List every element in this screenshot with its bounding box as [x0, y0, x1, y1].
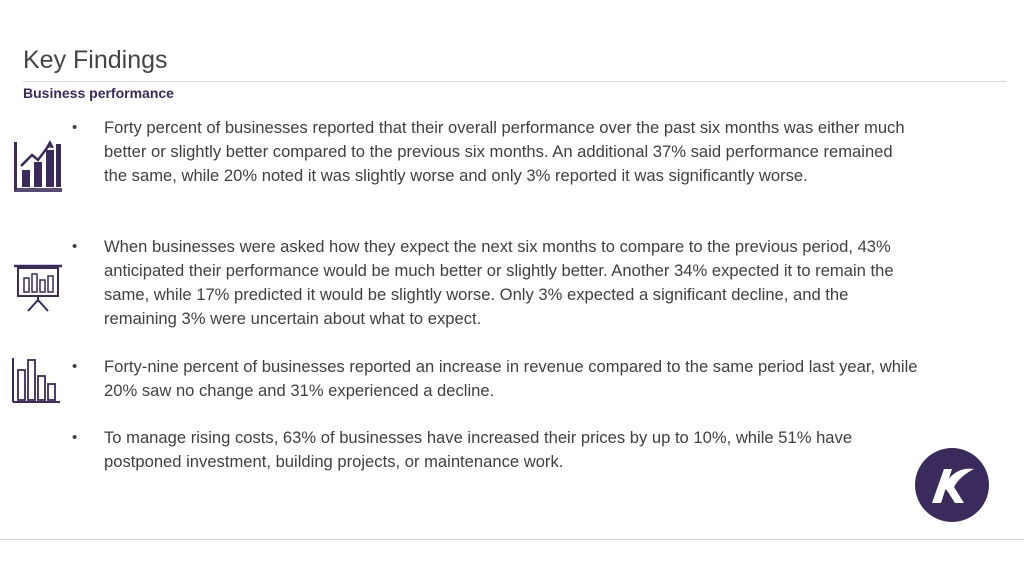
bullet-marker: • — [72, 119, 78, 136]
finding-text: To manage rising costs, 63% of businesse… — [104, 428, 853, 471]
bar-graph-icon — [12, 358, 60, 403]
list-item: • When businesses were asked how they ex… — [70, 235, 920, 331]
page-title: Key Findings — [23, 46, 168, 74]
bullet-marker: • — [72, 238, 78, 255]
bar-chart-growth-icon — [14, 140, 62, 192]
finding-text: Forty-nine percent of businesses reporte… — [104, 357, 918, 400]
title-divider — [23, 81, 1006, 82]
list-item: • Forty-nine percent of businesses repor… — [70, 355, 920, 403]
list-item: • Forty percent of businesses reported t… — [70, 116, 920, 212]
bullet-marker: • — [72, 358, 78, 375]
bullet-marker: • — [72, 429, 78, 446]
presentation-board-icon — [14, 264, 62, 312]
section-subtitle: Business performance — [23, 85, 174, 101]
list-item: • To manage rising costs, 63% of busines… — [70, 426, 920, 474]
company-logo — [915, 448, 989, 522]
finding-text: When businesses were asked how they expe… — [104, 237, 894, 328]
finding-text: Forty percent of businesses reported tha… — [104, 118, 905, 185]
footer-divider — [0, 539, 1024, 540]
